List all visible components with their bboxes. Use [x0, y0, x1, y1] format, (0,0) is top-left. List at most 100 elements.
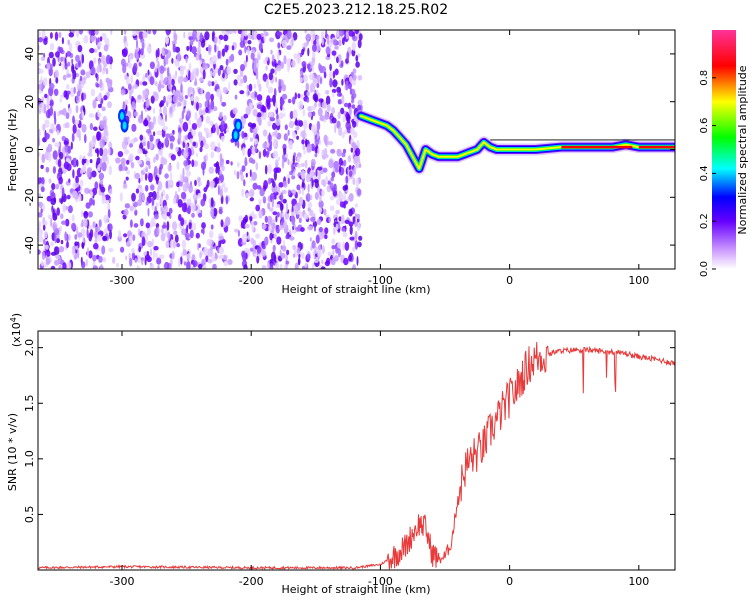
spectrogram-noise-cell	[354, 230, 358, 240]
spectrogram-noise-cell	[351, 49, 356, 57]
spectrogram-noise-cell	[181, 202, 188, 213]
spectrogram-noise-cell	[49, 43, 55, 51]
spectrogram-noise-cell	[184, 95, 188, 99]
spectrogram-noise-cell	[306, 143, 313, 153]
x-tick-label: -300	[110, 274, 135, 287]
spectrogram-noise-cell	[60, 56, 63, 63]
spectrogram-noise-cell	[74, 234, 78, 240]
spectrogram-noise-cell	[341, 152, 346, 158]
spectrogram-noise-cell	[191, 46, 197, 55]
spectrogram-noise-cell	[180, 191, 187, 200]
spectrogram-noise-cell	[326, 103, 331, 112]
spectrogram-noise-cell	[207, 258, 213, 264]
spectrogram-noise-cell	[108, 165, 113, 176]
spectrogram-noise-cell	[324, 227, 329, 235]
spectrogram-noise-cell	[157, 60, 160, 71]
spectrogram-noise-cell	[162, 79, 166, 85]
spectrogram-noise-cell	[38, 177, 41, 185]
spectrogram-noise-cell	[191, 129, 197, 136]
spectrogram-noise-cell	[355, 164, 358, 169]
spectrogram-noise-cell	[291, 189, 296, 194]
spectrogram-noise-cell	[208, 230, 214, 239]
spectrogram-noise-cell	[245, 106, 251, 116]
spectrogram-noise-cell	[272, 211, 278, 216]
spectrogram-noise-cell	[317, 107, 323, 117]
spectrogram-noise-cell	[78, 30, 84, 35]
spectrogram-noise-cell	[76, 226, 79, 237]
spectrogram-noise-cell	[258, 209, 263, 219]
spectrogram-noise-cell	[88, 113, 95, 118]
spectrogram-noise-cell	[223, 127, 227, 134]
spectrogram-noise-cell	[345, 31, 349, 40]
spectrogram-noise-cell	[183, 65, 186, 70]
spectrogram-noise-cell	[306, 253, 311, 260]
spectrogram-noise-cell	[42, 224, 46, 231]
spectrogram-noise-cell	[336, 92, 343, 97]
spectrogram-noise-cell	[244, 253, 246, 263]
spectrogram-noise-cell	[99, 178, 104, 185]
spectrogram-noise-cell	[357, 188, 361, 196]
spectrogram-noise-cell	[355, 61, 360, 68]
spectrogram-noise-cell	[92, 187, 98, 196]
spectrogram-noise-cell	[60, 239, 64, 245]
spectrogram-noise-cell	[166, 66, 170, 77]
spectrogram-noise-cell	[165, 133, 171, 139]
spectrogram-noise-cell	[83, 35, 89, 44]
spectrogram-noise-cell	[54, 69, 59, 79]
spectrogram-noise-cell	[254, 145, 258, 153]
spectrogram-noise-cell	[67, 61, 71, 67]
spectrogram-noise-cell	[267, 86, 274, 94]
spectrogram-noise-cell	[155, 153, 159, 161]
spectrogram-noise-cell	[302, 144, 306, 150]
spectrogram-noise-cell	[66, 194, 71, 200]
spectrogram-noise-cell	[150, 248, 152, 257]
spectrogram-noise-cell	[307, 225, 313, 231]
spectrogram-noise-cell	[214, 44, 217, 53]
spectrogram-noise-cell	[354, 213, 357, 219]
spectrogram-noise-cell	[269, 117, 276, 122]
spectrogram-ylabel: Frequency (Hz)	[6, 109, 19, 192]
spectrogram-noise-cell	[233, 79, 238, 86]
colorbar-tick-label: 0.8	[699, 70, 710, 86]
spectrogram-noise-cell	[271, 54, 275, 63]
spectrogram-noise-cell	[93, 48, 98, 53]
spectrogram-noise-cell	[250, 237, 255, 245]
spectrogram-noise-cell	[353, 155, 359, 166]
x-tick-label: -300	[110, 575, 135, 588]
spectrogram-noise-cell	[68, 32, 75, 38]
spectrogram-noise-cell	[316, 218, 322, 225]
spectrogram-noise-cell	[182, 247, 186, 256]
spectrogram-noise-cell	[354, 203, 359, 208]
spectrogram-noise-cell	[101, 257, 107, 263]
spectrogram-noise-cell	[209, 120, 214, 127]
spectrogram-noise-cell	[131, 192, 136, 202]
spectrogram-noise-cell	[145, 98, 150, 108]
spectrogram-noise-cell	[49, 32, 53, 39]
spectrogram-noise-cell	[258, 83, 262, 92]
spectrogram-noise-cell	[52, 127, 57, 132]
spectrogram-noise-cell	[142, 81, 148, 86]
spectrogram-noise-cell	[210, 224, 214, 230]
spectrogram-noise-cell	[233, 68, 238, 74]
spectrogram-noise-cell	[98, 60, 101, 67]
spectrogram-noise-cell	[89, 228, 94, 239]
spectrogram-noise-cell	[348, 165, 352, 171]
spectrogram-noise-cell	[80, 69, 86, 75]
spectrogram-noise-cell	[290, 111, 293, 119]
spectrogram-noise-cell	[38, 235, 44, 243]
spectrogram-noise-cell	[128, 153, 134, 161]
spectrogram-noise-cell	[148, 172, 153, 183]
spectrogram-noise-cell	[182, 121, 189, 132]
spectrogram-noise-cell	[145, 157, 151, 162]
spectrogram-noise-cell	[214, 80, 217, 85]
spectrogram-noise-cell	[202, 69, 206, 80]
spectrogram-noise-cell	[304, 262, 307, 268]
spectrogram-noise-cell	[165, 194, 169, 201]
spectrogram-noise-cell	[296, 184, 301, 191]
spectrogram-noise-cell	[65, 150, 69, 159]
spectrogram-noise-cell	[341, 78, 344, 86]
spectrogram-noise-cell	[104, 37, 110, 45]
spectrogram-noise-cell	[311, 58, 315, 67]
spectrogram-noise-cell	[258, 116, 262, 126]
spectrogram-noise-cell	[287, 177, 290, 185]
